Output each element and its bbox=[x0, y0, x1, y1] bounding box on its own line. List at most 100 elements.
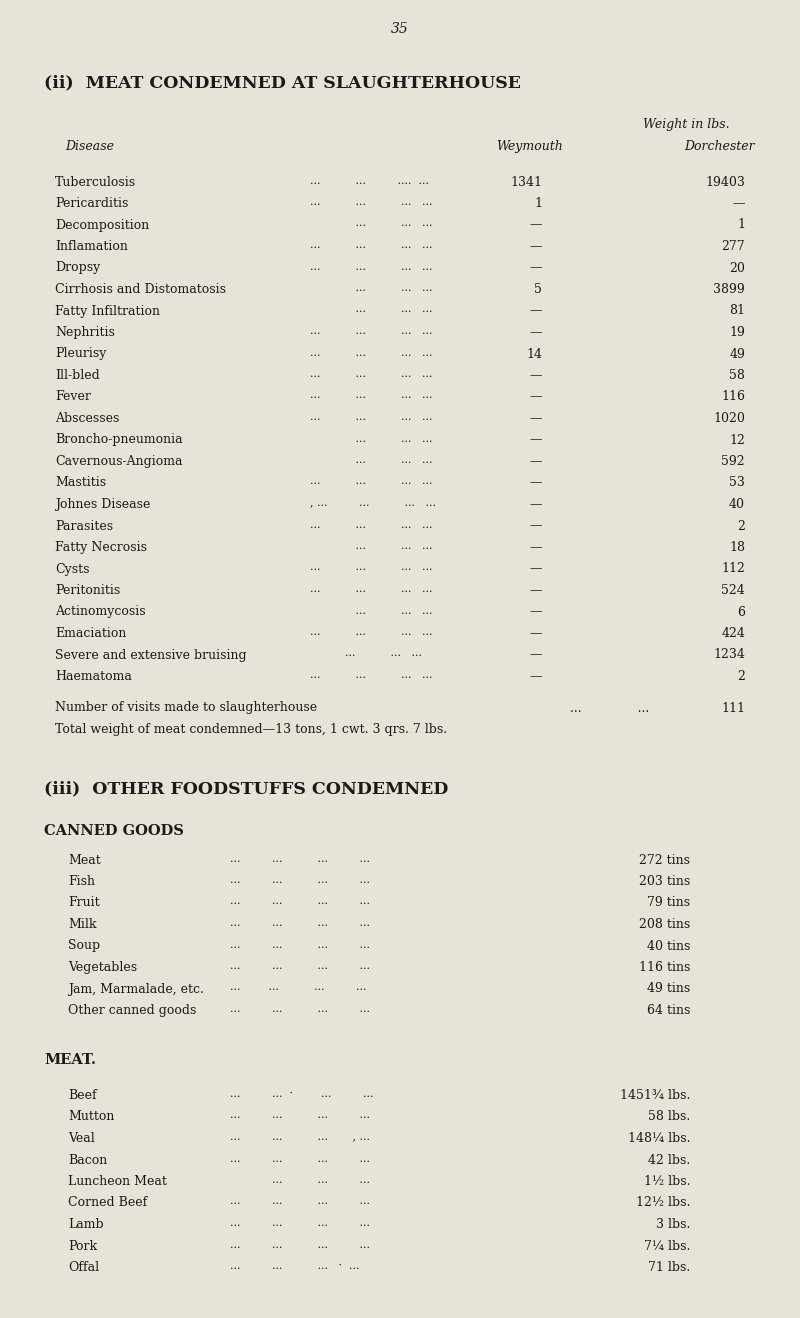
Text: ...         ...          ...         ...: ... ... ... ... bbox=[230, 919, 370, 928]
Text: Johnes Disease: Johnes Disease bbox=[55, 498, 150, 511]
Text: —: — bbox=[530, 648, 542, 662]
Text: —: — bbox=[530, 219, 542, 232]
Text: 112: 112 bbox=[721, 563, 745, 576]
Text: ...          ...          ...   ...: ... ... ... ... bbox=[310, 519, 433, 530]
Text: Actinomycosis: Actinomycosis bbox=[55, 605, 146, 618]
Text: —: — bbox=[530, 670, 542, 683]
Text: Number of visits made to slaughterhouse: Number of visits made to slaughterhouse bbox=[55, 701, 317, 714]
Text: Soup: Soup bbox=[68, 940, 100, 953]
Text: Beef: Beef bbox=[68, 1089, 97, 1102]
Text: 116 tins: 116 tins bbox=[638, 961, 690, 974]
Text: 3899: 3899 bbox=[714, 283, 745, 297]
Text: 1: 1 bbox=[737, 219, 745, 232]
Text: Severe and extensive bruising: Severe and extensive bruising bbox=[55, 648, 246, 662]
Text: ...          ...         ...: ... ... ... bbox=[230, 1176, 370, 1185]
Text: ...          ...          ...   ...: ... ... ... ... bbox=[310, 261, 433, 272]
Text: Jam, Marmalade, etc.: Jam, Marmalade, etc. bbox=[68, 982, 204, 995]
Text: 424: 424 bbox=[721, 627, 745, 641]
Text: —: — bbox=[530, 455, 542, 468]
Text: ...          ...   ...: ... ... ... bbox=[310, 304, 433, 315]
Text: Bacon: Bacon bbox=[68, 1153, 107, 1166]
Text: 208 tins: 208 tins bbox=[638, 919, 690, 931]
Text: —: — bbox=[530, 326, 542, 339]
Text: Disease: Disease bbox=[65, 140, 114, 153]
Text: 71 lbs.: 71 lbs. bbox=[648, 1261, 690, 1275]
Text: ...          ...   ...: ... ... ... bbox=[310, 434, 433, 443]
Text: 148¼ lbs.: 148¼ lbs. bbox=[627, 1132, 690, 1145]
Text: Broncho-pneumonia: Broncho-pneumonia bbox=[55, 434, 182, 447]
Text: —: — bbox=[530, 369, 542, 382]
Text: 116: 116 bbox=[721, 390, 745, 403]
Text: Cirrhosis and Distomatosis: Cirrhosis and Distomatosis bbox=[55, 283, 226, 297]
Text: Parasites: Parasites bbox=[55, 519, 113, 532]
Text: ...         ...          ...   ·  ...: ... ... ... · ... bbox=[230, 1261, 359, 1271]
Text: ...         ...          ...         ...: ... ... ... ... bbox=[230, 854, 370, 863]
Text: 58: 58 bbox=[729, 369, 745, 382]
Text: 53: 53 bbox=[729, 477, 745, 489]
Text: ...         ...          ...         ...: ... ... ... ... bbox=[230, 940, 370, 949]
Text: 1234: 1234 bbox=[713, 648, 745, 662]
Text: 1: 1 bbox=[534, 196, 542, 210]
Text: Weymouth: Weymouth bbox=[497, 140, 563, 153]
Text: Vegetables: Vegetables bbox=[68, 961, 137, 974]
Text: Ill-bled: Ill-bled bbox=[55, 369, 100, 382]
Text: Nephritis: Nephritis bbox=[55, 326, 115, 339]
Text: 203 tins: 203 tins bbox=[638, 875, 690, 888]
Text: Peritonitis: Peritonitis bbox=[55, 584, 120, 597]
Text: ...         ...          ...         ...: ... ... ... ... bbox=[230, 961, 370, 971]
Text: (iii)  OTHER FOODSTUFFS CONDEMNED: (iii) OTHER FOODSTUFFS CONDEMNED bbox=[44, 780, 448, 797]
Text: Dropsy: Dropsy bbox=[55, 261, 100, 274]
Text: 277: 277 bbox=[722, 240, 745, 253]
Text: ...         ...          ...         ...: ... ... ... ... bbox=[230, 1239, 370, 1249]
Text: Total weight of meat condemned—13 tons, 1 cwt. 3 qrs. 7 lbs.: Total weight of meat condemned—13 tons, … bbox=[55, 724, 447, 735]
Text: ...          ...          ...   ...: ... ... ... ... bbox=[310, 348, 433, 357]
Text: 40 tins: 40 tins bbox=[646, 940, 690, 953]
Text: Abscesses: Abscesses bbox=[55, 413, 119, 424]
Text: —: — bbox=[530, 540, 542, 554]
Text: ...         ...  ·        ...         ...: ... ... · ... ... bbox=[230, 1089, 374, 1099]
Text: 7¼ lbs.: 7¼ lbs. bbox=[644, 1239, 690, 1252]
Text: ...          ...          ...   ...: ... ... ... ... bbox=[310, 670, 433, 680]
Text: —: — bbox=[530, 434, 542, 447]
Text: ...         ...          ...         ...: ... ... ... ... bbox=[230, 1111, 370, 1120]
Text: 1½ lbs.: 1½ lbs. bbox=[643, 1176, 690, 1188]
Text: 19403: 19403 bbox=[705, 175, 745, 188]
Text: Fruit: Fruit bbox=[68, 896, 100, 909]
Text: 12½ lbs.: 12½ lbs. bbox=[636, 1197, 690, 1210]
Text: 14: 14 bbox=[526, 348, 542, 361]
Text: Mutton: Mutton bbox=[68, 1111, 114, 1123]
Text: 40: 40 bbox=[729, 498, 745, 511]
Text: 58 lbs.: 58 lbs. bbox=[648, 1111, 690, 1123]
Text: 272 tins: 272 tins bbox=[639, 854, 690, 866]
Text: Dorchester: Dorchester bbox=[685, 140, 755, 153]
Text: 3 lbs.: 3 lbs. bbox=[656, 1218, 690, 1231]
Text: 592: 592 bbox=[722, 455, 745, 468]
Text: —: — bbox=[530, 563, 542, 576]
Text: —: — bbox=[530, 519, 542, 532]
Text: ...         ...          ...         ...: ... ... ... ... bbox=[230, 1004, 370, 1014]
Text: —: — bbox=[530, 584, 542, 597]
Text: 1451¾ lbs.: 1451¾ lbs. bbox=[620, 1089, 690, 1102]
Text: Lamb: Lamb bbox=[68, 1218, 104, 1231]
Text: Luncheon Meat: Luncheon Meat bbox=[68, 1176, 167, 1188]
Text: Other canned goods: Other canned goods bbox=[68, 1004, 196, 1017]
Text: —: — bbox=[530, 390, 542, 403]
Text: ...          ...   ...: ... ... ... bbox=[310, 455, 433, 465]
Text: ...         ...          ...       , ...: ... ... ... , ... bbox=[230, 1132, 370, 1141]
Text: ...         ...          ...         ...: ... ... ... ... bbox=[230, 875, 370, 884]
Text: ...          ...          ...   ...: ... ... ... ... bbox=[310, 413, 433, 422]
Text: ...          ...          ...   ...: ... ... ... ... bbox=[310, 369, 433, 380]
Text: 5: 5 bbox=[534, 283, 542, 297]
Text: Haematoma: Haematoma bbox=[55, 670, 132, 683]
Text: ...         ...          ...         ...: ... ... ... ... bbox=[230, 1218, 370, 1228]
Text: —: — bbox=[530, 304, 542, 318]
Text: Meat: Meat bbox=[68, 854, 101, 866]
Text: 49: 49 bbox=[729, 348, 745, 361]
Text: ...          ...          ...   ...: ... ... ... ... bbox=[310, 627, 433, 637]
Text: MEAT.: MEAT. bbox=[44, 1053, 96, 1068]
Text: 42 lbs.: 42 lbs. bbox=[648, 1153, 690, 1166]
Text: 64 tins: 64 tins bbox=[646, 1004, 690, 1017]
Text: Corned Beef: Corned Beef bbox=[68, 1197, 147, 1210]
Text: ...          ...   ...: ... ... ... bbox=[310, 605, 433, 616]
Text: Pork: Pork bbox=[68, 1239, 97, 1252]
